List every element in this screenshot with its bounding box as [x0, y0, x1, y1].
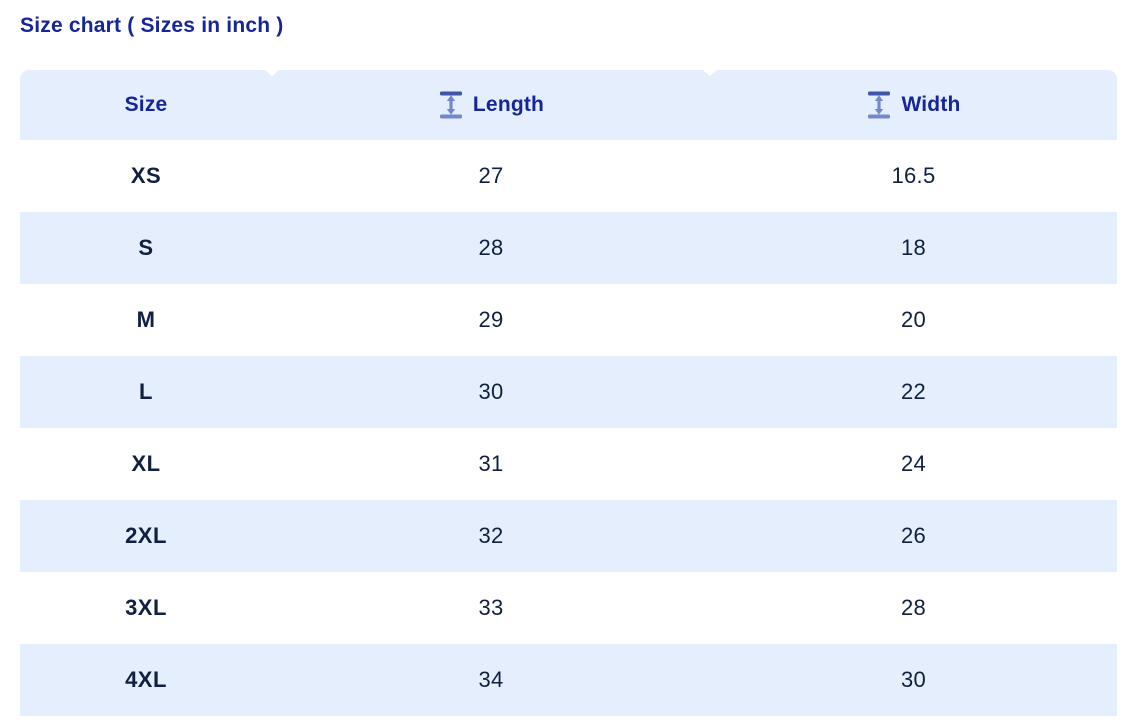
length-cell: 28: [478, 235, 504, 260]
column-header-length: Length: [272, 90, 710, 120]
size-chart-table: Size Length Width XS: [20, 70, 1117, 716]
length-cell: 32: [478, 523, 504, 548]
length-cell: 29: [478, 307, 504, 332]
table-row-xs: XS 27 16.5: [20, 140, 1117, 212]
width-cell: 22: [900, 379, 927, 404]
size-cell: S: [138, 235, 154, 260]
length-cell: 34: [478, 667, 504, 692]
width-cell: 30: [900, 667, 927, 692]
size-cell: L: [139, 379, 153, 404]
size-cell: 4XL: [125, 667, 167, 692]
column-header-size: Size: [20, 93, 272, 117]
width-cell: 24: [900, 451, 927, 476]
width-cell: 28: [900, 595, 927, 620]
table-body: XS 27 16.5 S 28 18 M 29 20 L 30 22 XL 31…: [20, 140, 1117, 716]
table-row-l: L 30 22: [20, 356, 1117, 428]
table-row-s: S 28 18: [20, 212, 1117, 284]
width-cell: 18: [900, 235, 927, 260]
size-cell: 2XL: [125, 523, 167, 548]
length-cell: 30: [478, 379, 504, 404]
table-row-xl: XL 31 24: [20, 428, 1117, 500]
size-cell: XL: [131, 451, 161, 476]
length-cell: 27: [478, 163, 504, 188]
size-cell: M: [136, 307, 156, 332]
table-row-4xl: 4XL 34 30: [20, 644, 1117, 716]
header-column-divider-notch: [265, 70, 279, 76]
table-row-m: M 29 20: [20, 284, 1117, 356]
table-header-row: Size Length Width: [20, 70, 1117, 140]
column-header-width: Width: [710, 90, 1117, 120]
table-row-3xl: 3XL 33 28: [20, 572, 1117, 644]
vertical-measure-icon: [868, 91, 891, 119]
width-cell: 16.5: [891, 163, 936, 188]
header-column-divider-notch: [703, 70, 717, 76]
width-cell: 26: [900, 523, 927, 548]
length-cell: 31: [478, 451, 504, 476]
vertical-measure-icon: [439, 91, 462, 119]
column-header-length-label: Length: [472, 93, 545, 116]
page-title: Size chart ( Sizes in inch ): [20, 14, 284, 37]
table-row-2xl: 2XL 32 26: [20, 500, 1117, 572]
size-cell: 3XL: [125, 595, 167, 620]
length-cell: 33: [478, 595, 504, 620]
width-cell: 20: [900, 307, 927, 332]
column-header-size-label: Size: [124, 93, 168, 116]
size-cell: XS: [130, 163, 162, 188]
column-header-width-label: Width: [901, 93, 961, 116]
